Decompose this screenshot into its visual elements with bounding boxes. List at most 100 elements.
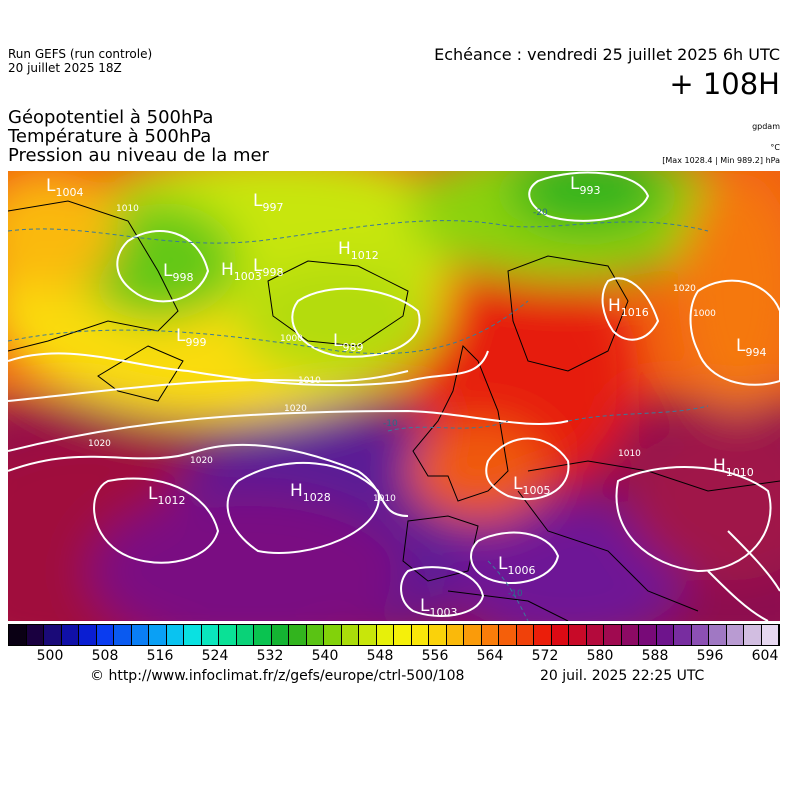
colorbar-tick-label: 564: [476, 648, 504, 664]
colorbar-cell: [691, 625, 709, 645]
colorbar-cell: [96, 625, 114, 645]
colorbar-cell: [761, 625, 779, 645]
colorbar-cell: [26, 625, 44, 645]
pressure-center: L1003: [420, 596, 457, 619]
field-mslp: Pression au niveau de la mer: [8, 145, 269, 166]
field-temperature: Température à 500hPa: [8, 126, 212, 147]
colorbar-cell: [499, 625, 517, 645]
colorbar-tick-label: 524: [201, 648, 229, 664]
pressure-center: L1005: [513, 474, 550, 497]
pressure-center: L998: [253, 256, 283, 279]
pressure-center: L997: [253, 191, 283, 214]
pressure-center: L998: [163, 261, 193, 284]
isobar-label: 1020: [88, 439, 111, 449]
colorbar-cell: [201, 625, 219, 645]
colorbar-tick-label: 580: [586, 648, 614, 664]
isobar-label: 1020: [673, 284, 696, 294]
colorbar-tick-label: 596: [696, 648, 724, 664]
colorbar-cell: [411, 625, 429, 645]
colorbar-cell: [306, 625, 324, 645]
colorbar-cell: [516, 625, 534, 645]
run-date: 20 juillet 2025 18Z: [8, 61, 122, 75]
colorbar-cell: [114, 625, 132, 645]
colorbar-cell: [236, 625, 254, 645]
run-info: Run GEFS (run controle) 20 juillet 2025 …: [8, 47, 152, 75]
isotherm-labels: -20 -10 -10: [383, 208, 548, 599]
colorbar-cell: [446, 625, 464, 645]
isobar-label: 1010: [298, 376, 321, 386]
colorbar-tick-label: 604: [751, 648, 779, 664]
colorbar-tick-label: 508: [91, 648, 119, 664]
colorbar-cell: [254, 625, 272, 645]
isobar-label: 1010: [373, 494, 396, 504]
pressure-center: H1028: [290, 481, 331, 504]
pressure-center: L1004: [46, 176, 83, 199]
isobars: [8, 171, 780, 621]
colorbar-cell: [481, 625, 499, 645]
isobar-label: 1020: [190, 456, 213, 466]
colorbar-cell: [79, 625, 97, 645]
colorbar-tick-label: 556: [421, 648, 449, 664]
pressure-center: H1012: [338, 239, 379, 262]
pressure-center: L989: [333, 331, 363, 354]
colorbar-cell: [359, 625, 377, 645]
colorbar-cell: [569, 625, 587, 645]
colorbar-cell: [9, 625, 27, 645]
colorbar-cell: [744, 625, 762, 645]
pressure-center: H1010: [713, 456, 754, 479]
isobar-label: 1020: [284, 404, 307, 414]
colorbar-cell: [61, 625, 79, 645]
colorbar-cell: [219, 625, 237, 645]
colorbar-cell: [131, 625, 149, 645]
colorbar-cell: [709, 625, 727, 645]
unit-celsius: °C: [770, 143, 780, 152]
pressure-center: H1016: [608, 296, 649, 319]
isotherm-label: -20: [533, 208, 548, 218]
unit-gpdam: gpdam: [752, 122, 780, 131]
run-model: Run GEFS (run controle): [8, 47, 153, 61]
field-geopotential: Géopotentiel à 500hPa: [8, 107, 214, 128]
colorbar-cell: [341, 625, 359, 645]
pressure-max-min: [Max 1028.4 | Min 989.2] hPa: [662, 156, 780, 165]
colorbar-cell: [271, 625, 289, 645]
colorbar-cell: [149, 625, 167, 645]
colorbar-tick-label: 532: [256, 648, 284, 664]
colorbar-cell: [166, 625, 184, 645]
colorbar-tick-label: 516: [146, 648, 174, 664]
colorbar-cell: [551, 625, 569, 645]
pressure-center: H1003: [221, 260, 262, 283]
colorbar-ticks: 500 508 516 524 532 540 548 556 564 572 580 588 596 6…: [8, 648, 780, 666]
pressure-center: L999: [176, 326, 206, 349]
colorbar-cell: [586, 625, 604, 645]
isobar-label: 1010: [618, 449, 641, 459]
colorbar-cell: [639, 625, 657, 645]
forecast-horizon: + 108H: [669, 67, 780, 101]
isobar-labels: 1010 1000 1010 1020 1020 1020 1010 1010 1000 1020: [88, 204, 716, 504]
colorbar-cell: [324, 625, 342, 645]
colorbar-cell: [726, 625, 744, 645]
colorbar-tick-label: 572: [531, 648, 559, 664]
colorbar-cell: [656, 625, 674, 645]
generated-time: 20 juil. 2025 22:25 UTC: [540, 668, 705, 684]
pressure-center: L1012: [148, 484, 185, 507]
colorbar: [8, 624, 780, 646]
colorbar-cell: [376, 625, 394, 645]
field-legend: Géopotentiel à 500hPa Température à 500h…: [8, 108, 269, 165]
isotherms: [8, 220, 709, 621]
colorbar-tick-label: 548: [366, 648, 394, 664]
colorbar-tick-label: 540: [311, 648, 339, 664]
geopotential-field: [8, 171, 780, 621]
colorbar-cell: [621, 625, 639, 645]
pressure-center: L993: [570, 174, 600, 197]
source-credit: © http://www.infoclimat.fr/z/gefs/europe…: [90, 668, 465, 684]
colorbar-cell: [604, 625, 622, 645]
colorbar-cell: [44, 625, 62, 645]
forecast-valid-time: Echéance : vendredi 25 juillet 2025 6h U…: [434, 45, 780, 64]
isotherm-label: -10: [383, 419, 398, 429]
isobar-label: 1000: [280, 334, 303, 344]
colorbar-cell: [674, 625, 692, 645]
colorbar-cell: [534, 625, 552, 645]
colorbar-tick-label: 588: [641, 648, 669, 664]
